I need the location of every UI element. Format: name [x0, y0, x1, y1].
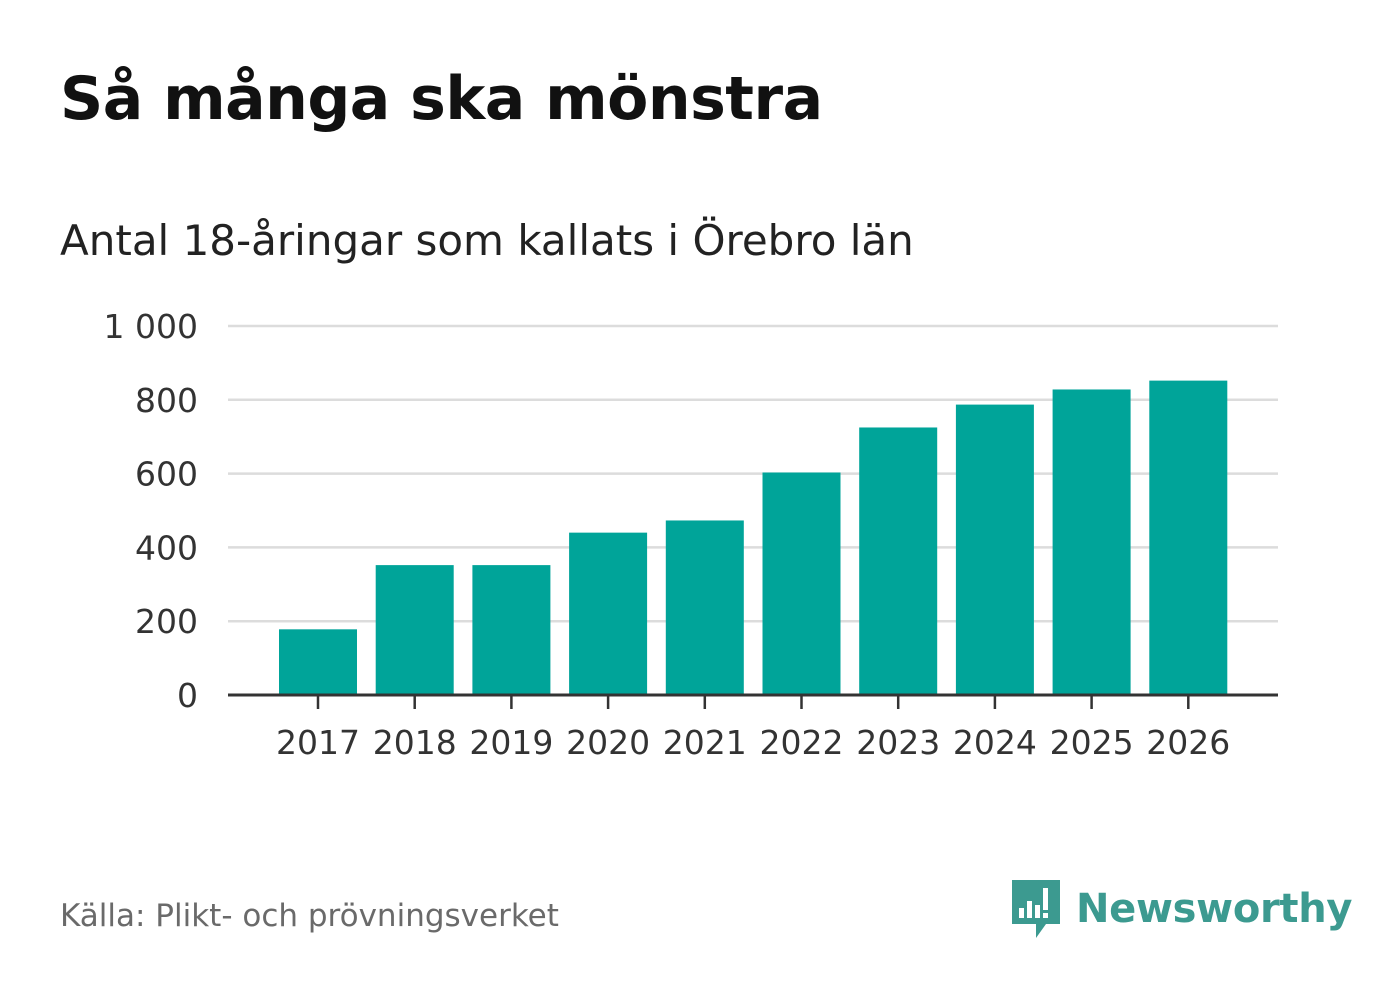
x-tick-label: 2017 — [276, 723, 360, 762]
x-tick-label: 2020 — [566, 723, 650, 762]
y-axis-tick-labels: 0 200 400 600 800 1 000 — [104, 307, 198, 715]
bar-2021[interactable] — [665, 520, 744, 695]
bar-2023[interactable] — [859, 427, 938, 695]
newsworthy-logo-icon — [1012, 880, 1060, 938]
x-tick-label: 2021 — [663, 723, 747, 762]
x-axis-tick-labels: 2017 2018 2019 2020 2021 2022 2023 2024 2025 2026 — [276, 723, 1230, 762]
bar-2022[interactable] — [762, 472, 841, 695]
bar-2018[interactable] — [375, 565, 454, 695]
bar-2024[interactable] — [955, 404, 1034, 695]
x-tick-label: 2018 — [373, 723, 457, 762]
source-note: Källa: Plikt- och prövningsverket — [60, 898, 559, 934]
y-tick-label: 400 — [135, 528, 198, 567]
y-tick-label: 800 — [135, 381, 198, 420]
brand-logo[interactable]: Newsworthy — [1010, 878, 1353, 940]
brand-name: Newsworthy — [1076, 886, 1353, 932]
y-tick-label: 600 — [135, 455, 198, 494]
x-tick-label: 2024 — [953, 723, 1037, 762]
chart-subtitle: Antal 18-åringar som kallats i Örebro lä… — [60, 216, 914, 265]
y-tick-label: 1 000 — [104, 307, 198, 346]
chart-title: Så många ska mönstra — [60, 64, 823, 134]
bar-2019[interactable] — [472, 565, 551, 695]
bars — [279, 380, 1228, 695]
y-tick-label: 200 — [135, 602, 198, 641]
bar-2017[interactable] — [279, 629, 357, 695]
x-tick-label: 2019 — [469, 723, 553, 762]
x-tick-label: 2023 — [856, 723, 940, 762]
bar-2020[interactable] — [569, 532, 648, 695]
x-tick-label: 2022 — [760, 723, 844, 762]
y-tick-label: 0 — [177, 676, 198, 715]
x-axis — [228, 693, 1278, 709]
bar-2026[interactable] — [1149, 380, 1228, 695]
x-tick-label: 2026 — [1146, 723, 1230, 762]
x-tick-label: 2025 — [1050, 723, 1134, 762]
bar-2025[interactable] — [1052, 389, 1131, 695]
